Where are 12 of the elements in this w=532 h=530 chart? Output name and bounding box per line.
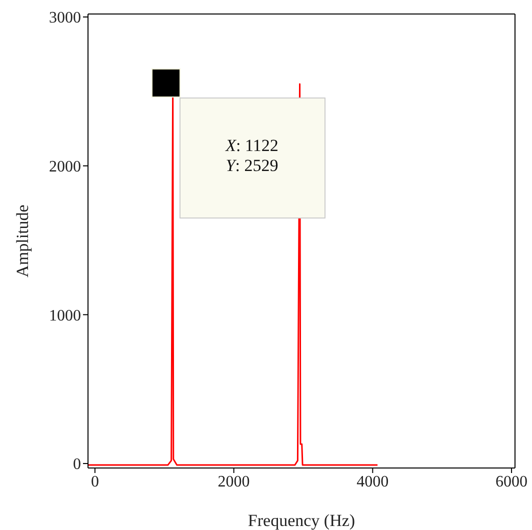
x-tick-label: 4000: [356, 473, 389, 490]
y-tick-label: 3000: [49, 10, 81, 27]
y-tick-label: 2000: [49, 158, 81, 176]
y-axis-title: Amplitude: [13, 204, 32, 278]
annotation: X: 1122 Y: 2529: [224, 136, 278, 175]
x-tick-label: 2000: [218, 473, 250, 490]
x-axis-title: Frequency (Hz): [248, 511, 356, 530]
x-tick-label: 0: [90, 473, 99, 490]
y-tick-label: 1000: [49, 307, 81, 324]
y-tick-label: 0: [73, 456, 81, 474]
line-series: [88, 83, 378, 466]
x-tick-label: 6000: [496, 473, 528, 490]
